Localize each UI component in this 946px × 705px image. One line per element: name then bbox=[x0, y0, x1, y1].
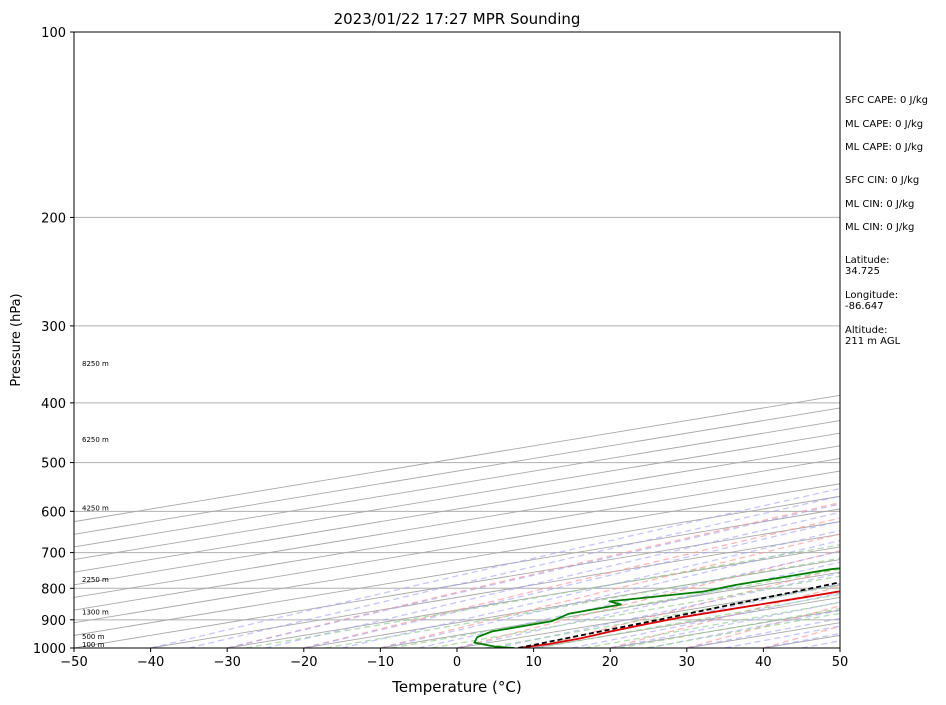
moist-adiabat-line bbox=[265, 511, 840, 648]
moist-adiabat-line bbox=[227, 503, 840, 648]
x-tick-label: 0 bbox=[453, 655, 461, 670]
moist-adiabat-line bbox=[188, 495, 840, 648]
isotherm-line bbox=[74, 407, 840, 535]
isotherm-line bbox=[74, 521, 840, 648]
y-tick-label: 200 bbox=[41, 211, 66, 226]
moist-adiabat-line bbox=[533, 582, 840, 648]
chart-title: 2023/01/22 17:27 MPR Sounding bbox=[334, 10, 581, 28]
ml-cape-text-2: ML CAPE: 0 J/kg bbox=[845, 142, 924, 153]
dry-adiabat-line bbox=[227, 502, 840, 648]
mixing-ratio-line bbox=[646, 612, 840, 648]
mixing-ratio-line bbox=[485, 584, 840, 648]
isotherm-line bbox=[74, 495, 840, 624]
y-tick-label: 500 bbox=[41, 457, 66, 472]
y-tick-label: 800 bbox=[41, 582, 66, 597]
y-tick-label: 300 bbox=[41, 320, 66, 335]
isotherm-line bbox=[74, 445, 840, 573]
x-axis-label: Temperature (°C) bbox=[391, 678, 521, 696]
isotherm-line bbox=[150, 533, 840, 648]
dry-adiabat-line bbox=[303, 517, 840, 648]
x-tick-label: 50 bbox=[832, 655, 849, 670]
x-tick-label: −50 bbox=[60, 655, 87, 670]
height-label: 1300 m bbox=[82, 608, 109, 616]
isotherm-line bbox=[74, 420, 840, 548]
height-label: 100 m bbox=[82, 641, 105, 649]
mixing-ratio-line bbox=[391, 568, 840, 648]
isotherm-line bbox=[74, 483, 840, 611]
longitude-text: Longitude: -86.647 bbox=[845, 290, 899, 312]
y-tick-label: 700 bbox=[41, 547, 66, 562]
x-tick-label: −40 bbox=[137, 655, 164, 670]
x-tick-label: 40 bbox=[755, 655, 772, 670]
parcel-line bbox=[518, 581, 840, 648]
ml-cin-text-2: ML CIN: 0 J/kg bbox=[845, 222, 915, 233]
x-tick-label: 30 bbox=[679, 655, 696, 670]
height-label: 2250 m bbox=[82, 576, 109, 584]
x-tick-label: 10 bbox=[525, 655, 542, 670]
height-label: 6250 m bbox=[82, 436, 109, 444]
dry-adiabat-line bbox=[456, 550, 840, 648]
x-tick-label: −20 bbox=[290, 655, 317, 670]
isotherm-line bbox=[227, 546, 840, 648]
height-label: 4250 m bbox=[82, 504, 109, 512]
mixing-ratio-line bbox=[537, 593, 840, 648]
moist-adiabat-line bbox=[341, 529, 840, 648]
dry-adiabat-line bbox=[533, 567, 840, 648]
mixing-ratio-line bbox=[618, 607, 840, 648]
isotherm-line bbox=[74, 394, 840, 523]
y-axis-label: Pressure (hPa) bbox=[9, 293, 24, 386]
plot-frame bbox=[73, 31, 841, 649]
isotherm-line bbox=[74, 458, 840, 586]
x-tick-label: −10 bbox=[367, 655, 394, 670]
y-tick-label: 100 bbox=[41, 26, 66, 41]
isotherm-line bbox=[74, 508, 840, 636]
mixing-ratio-line bbox=[584, 601, 840, 648]
isotherm-line bbox=[74, 470, 840, 598]
height-label: 8250 m bbox=[82, 360, 109, 368]
sfc-cape-text: SFC CAPE: 0 J/kg bbox=[845, 95, 928, 106]
height-label: 500 m bbox=[82, 633, 105, 641]
ml-cin-text: ML CIN: 0 J/kg bbox=[845, 199, 915, 210]
temperature-line bbox=[518, 590, 840, 648]
moist-adiabat-line bbox=[380, 539, 840, 648]
y-tick-label: 600 bbox=[41, 505, 66, 520]
mixing-ratio-line bbox=[431, 575, 840, 648]
ml-cape-text: ML CAPE: 0 J/kg bbox=[845, 119, 924, 130]
isotherm-line bbox=[74, 432, 840, 561]
y-tick-label: 900 bbox=[41, 614, 66, 629]
y-tick-label: 1000 bbox=[33, 642, 66, 657]
x-tick-label: −30 bbox=[213, 655, 240, 670]
x-tick-label: 20 bbox=[602, 655, 619, 670]
latitude-text: Latitude: 34.725 bbox=[845, 255, 890, 277]
y-tick-label: 400 bbox=[41, 397, 66, 412]
moist-adiabat-line bbox=[610, 601, 840, 648]
sfc-cin-text: SFC CIN: 0 J/kg bbox=[845, 175, 920, 186]
dewpoint-line bbox=[473, 567, 840, 648]
moist-adiabat-line bbox=[456, 561, 840, 648]
altitude-text: Altitude: 211 m AGL bbox=[845, 325, 901, 347]
moist-adiabat-line bbox=[150, 487, 840, 648]
